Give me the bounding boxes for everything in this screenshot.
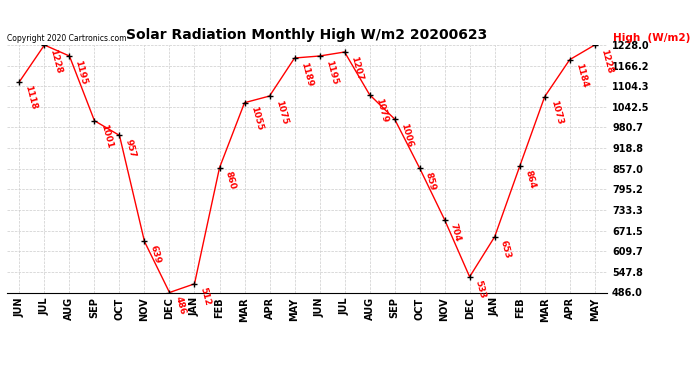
Title: Solar Radiation Monthly High W/m2 20200623: Solar Radiation Monthly High W/m2 202006… (126, 28, 488, 42)
Text: 1006: 1006 (399, 122, 414, 148)
Text: High  (W/m2): High (W/m2) (613, 33, 690, 42)
Text: 639: 639 (148, 244, 162, 265)
Text: Copyright 2020 Cartronics.com: Copyright 2020 Cartronics.com (7, 33, 126, 42)
Text: 533: 533 (474, 280, 487, 300)
Text: 704: 704 (448, 222, 462, 243)
Text: 512: 512 (199, 286, 213, 307)
Text: 1195: 1195 (324, 59, 339, 86)
Text: 1207: 1207 (348, 55, 364, 81)
Text: 1195: 1195 (74, 59, 89, 86)
Text: 864: 864 (524, 169, 538, 190)
Text: 1001: 1001 (99, 123, 114, 150)
Text: 1075: 1075 (274, 99, 289, 125)
Text: 1228: 1228 (48, 48, 63, 74)
Text: 486: 486 (174, 295, 187, 316)
Text: 1118: 1118 (23, 84, 39, 111)
Text: 1073: 1073 (549, 99, 564, 126)
Text: 957: 957 (124, 138, 137, 159)
Text: 653: 653 (499, 240, 513, 260)
Text: 860: 860 (224, 171, 237, 191)
Text: 1228: 1228 (599, 48, 614, 74)
Text: 1079: 1079 (374, 98, 389, 124)
Text: 1184: 1184 (574, 63, 589, 89)
Text: 859: 859 (424, 171, 437, 191)
Text: 1055: 1055 (248, 105, 264, 132)
Text: 1189: 1189 (299, 61, 314, 87)
